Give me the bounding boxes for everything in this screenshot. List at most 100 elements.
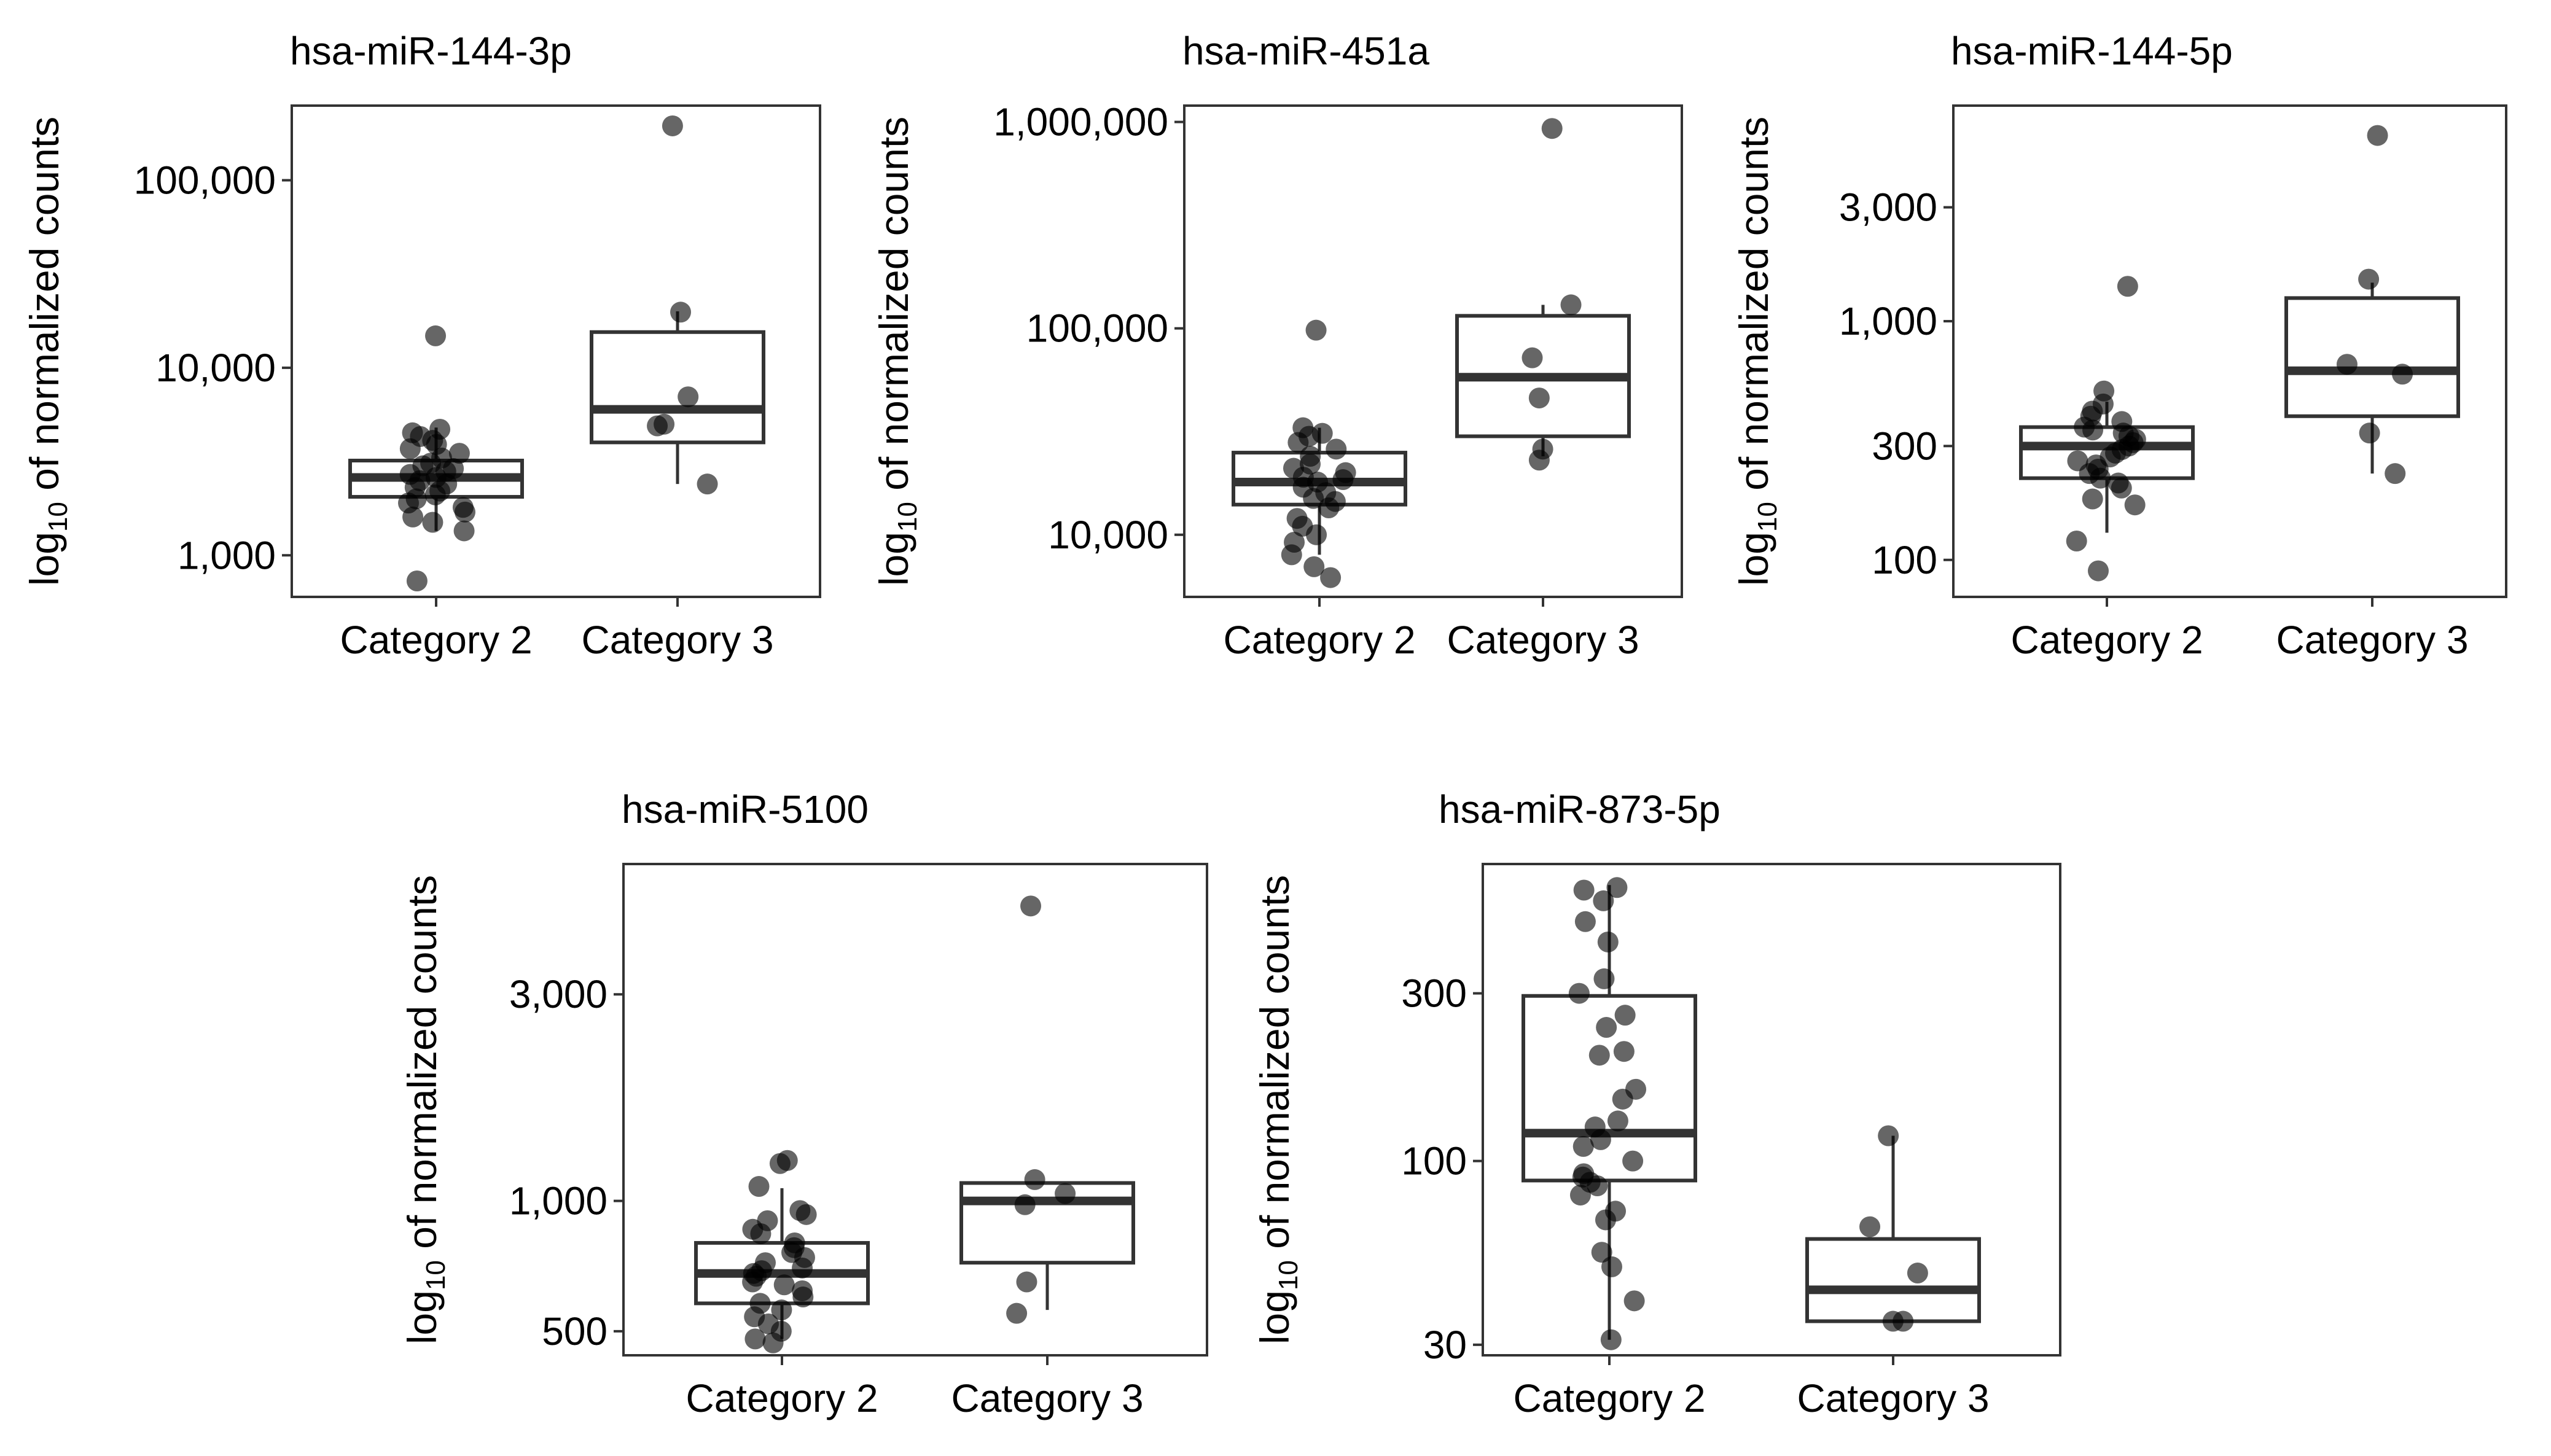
y-tick-label: 10,000 xyxy=(1048,513,1168,557)
x-tick-label: Category 2 xyxy=(1223,618,1415,662)
data-point xyxy=(773,1274,795,1296)
data-point xyxy=(792,1257,813,1279)
y-tick-label: 100,000 xyxy=(134,158,276,203)
data-point xyxy=(750,1223,772,1245)
data-point xyxy=(1318,497,1340,519)
data-point xyxy=(1574,911,1596,932)
x-tick-label: Category 3 xyxy=(1797,1376,1989,1420)
data-point xyxy=(1907,1263,1928,1284)
data-point xyxy=(2082,419,2104,441)
data-point xyxy=(1593,968,1615,989)
data-point xyxy=(662,115,683,136)
data-point xyxy=(454,501,475,523)
data-point xyxy=(2082,488,2103,510)
data-point xyxy=(453,520,475,542)
data-point xyxy=(1622,1150,1644,1172)
data-point xyxy=(1024,1169,1045,1190)
data-point xyxy=(1606,877,1628,898)
data-point xyxy=(1601,1256,1622,1277)
data-point xyxy=(1568,983,1590,1004)
y-axis-label: log10 of normalized counts xyxy=(871,117,923,586)
data-point xyxy=(2124,494,2146,516)
y-tick-label: 500 xyxy=(542,1309,607,1353)
data-point xyxy=(1607,1110,1628,1132)
data-point xyxy=(1859,1216,1881,1237)
x-tick-label: Category 2 xyxy=(1513,1376,1705,1420)
data-point xyxy=(1587,1175,1608,1197)
y-tick-label: 30 xyxy=(1423,1323,1467,1367)
x-tick-label: Category 2 xyxy=(340,618,532,662)
data-point xyxy=(2367,125,2388,146)
x-tick-label: Category 3 xyxy=(951,1376,1143,1420)
data-point xyxy=(406,570,428,591)
data-point xyxy=(1326,438,1347,460)
data-point xyxy=(647,415,668,437)
data-point xyxy=(2066,531,2087,552)
data-point xyxy=(769,1153,791,1174)
chart-panel-2: hsa-miR-451a log10 of normalized counts 10… xyxy=(871,29,1683,662)
data-point xyxy=(1528,450,1550,471)
x-tick-label: Category 3 xyxy=(581,618,773,662)
x-tick-label: Category 3 xyxy=(1447,618,1639,662)
x-tick-label: Category 3 xyxy=(2276,618,2468,662)
chart-title: hsa-miR-144-3p xyxy=(290,29,572,73)
y-tick-label: 100,000 xyxy=(1026,306,1168,351)
y-tick-label: 1,000 xyxy=(178,533,276,577)
data-point xyxy=(1305,319,1327,341)
data-point xyxy=(1878,1125,1899,1147)
chart-panel-3: hsa-miR-144-5p log10 of normalized counts… xyxy=(1731,29,2507,662)
plot-frame xyxy=(1482,863,2061,1357)
data-point xyxy=(1573,879,1595,901)
data-point xyxy=(1596,1017,1617,1038)
data-point xyxy=(1541,118,1563,139)
y-tick-label: 100 xyxy=(1872,538,1937,582)
data-point xyxy=(1332,469,1354,491)
data-point xyxy=(2336,354,2358,375)
y-tick-label: 1,000 xyxy=(509,1179,607,1223)
data-point xyxy=(2358,268,2380,290)
chart-title: hsa-miR-144-5p xyxy=(1951,29,2233,73)
data-point xyxy=(1016,1271,1037,1293)
data-point xyxy=(1591,1242,1612,1263)
y-tick-label: 1,000 xyxy=(1839,299,1937,343)
data-point xyxy=(1014,1194,1036,1215)
y-axis-label: log10 of normalized counts xyxy=(399,875,451,1344)
plot-frame xyxy=(291,104,821,598)
chart-panel-1: hsa-miR-144-3p log10 of normalized counts… xyxy=(21,29,821,662)
data-point xyxy=(1572,1135,1594,1157)
data-point xyxy=(2385,463,2406,485)
plot-frame xyxy=(1183,104,1683,598)
y-tick-label: 1,000,000 xyxy=(993,100,1168,144)
data-point xyxy=(2090,467,2111,489)
y-tick-label: 3,000 xyxy=(509,972,607,1016)
plot-frame xyxy=(622,863,1208,1357)
data-point xyxy=(1612,1088,1633,1110)
y-axis-label: log10 of normalized counts xyxy=(1731,117,1783,586)
box-iqr xyxy=(959,1181,1135,1265)
data-point xyxy=(1614,1005,1636,1026)
data-point xyxy=(1281,544,1302,566)
data-point xyxy=(1560,294,1582,316)
data-point xyxy=(795,1204,817,1225)
data-point xyxy=(1569,1185,1591,1206)
data-point xyxy=(762,1332,784,1353)
y-tick-label: 100 xyxy=(1401,1139,1467,1183)
data-point xyxy=(670,302,692,323)
data-point xyxy=(1882,1310,1904,1332)
data-point xyxy=(792,1287,814,1308)
y-tick-label: 3,000 xyxy=(1839,185,1937,230)
data-point xyxy=(1593,890,1614,911)
box-iqr xyxy=(2284,296,2460,418)
data-point xyxy=(1055,1183,1076,1204)
data-point xyxy=(678,386,699,408)
data-point xyxy=(697,473,718,495)
data-point xyxy=(402,506,424,528)
data-point xyxy=(1588,1045,1610,1066)
box-iqr xyxy=(590,330,765,445)
data-point xyxy=(1303,488,1324,509)
data-point xyxy=(1528,387,1550,409)
data-point xyxy=(1613,1041,1635,1062)
data-point xyxy=(2392,364,2413,385)
chart-title: hsa-miR-873-5p xyxy=(1439,787,1721,831)
